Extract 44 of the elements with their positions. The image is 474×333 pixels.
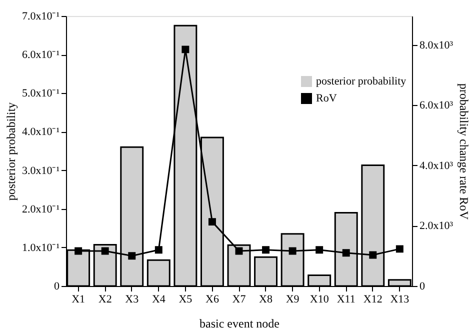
x-tick-label: X4 bbox=[152, 294, 166, 306]
y2-axis-title: probability change rate RoV bbox=[457, 83, 472, 220]
point bbox=[74, 247, 82, 255]
y2-tick-label: 0 bbox=[420, 280, 426, 292]
point bbox=[235, 247, 243, 255]
y-tick-label: 1.0x10⁻¹ bbox=[22, 242, 60, 254]
y-tick-label: 5.0x10⁻¹ bbox=[22, 88, 60, 100]
x-tick-label: X9 bbox=[286, 294, 300, 306]
y-tick-label: 6.0x10⁻¹ bbox=[22, 49, 60, 62]
x-tick-label: X11 bbox=[336, 294, 356, 306]
point bbox=[182, 46, 190, 54]
x-tick-label: X6 bbox=[205, 294, 220, 306]
x-axis-title: basic event node bbox=[200, 316, 280, 330]
x-tick-label: X13 bbox=[390, 294, 410, 306]
x-tick-label: X3 bbox=[125, 294, 140, 306]
x-tick-label: X5 bbox=[178, 294, 193, 306]
x-tick-label: X10 bbox=[310, 294, 330, 306]
x-tick-label: X8 bbox=[259, 294, 273, 306]
y-axis-title: posterior probability bbox=[4, 102, 18, 201]
point bbox=[208, 218, 216, 226]
legend-label: RoV bbox=[316, 92, 337, 104]
point bbox=[369, 251, 377, 259]
point bbox=[128, 252, 136, 260]
point bbox=[262, 246, 270, 254]
y2-tick-label: 6.0x10³ bbox=[420, 100, 454, 112]
point bbox=[396, 245, 404, 253]
x-tick-label: X12 bbox=[363, 294, 382, 306]
point bbox=[154, 246, 162, 254]
point bbox=[101, 247, 109, 255]
y-tick-label: 7.0x10⁻¹ bbox=[22, 10, 60, 22]
y-tick-label: 0 bbox=[54, 280, 60, 292]
y-tick-label: 2.0x10⁻¹ bbox=[22, 203, 60, 216]
x-tick-label: X2 bbox=[98, 294, 112, 306]
point bbox=[316, 246, 324, 254]
x-tick-label: X7 bbox=[232, 294, 246, 306]
point bbox=[342, 249, 350, 257]
y-tick-label: 4.0x10⁻¹ bbox=[22, 126, 60, 138]
y-tick-label: 3.0x10⁻¹ bbox=[22, 164, 60, 177]
y2-tick-label: 8.0x10³ bbox=[420, 39, 454, 52]
x-tick-label: X1 bbox=[72, 294, 86, 306]
y2-tick-label: 2.0x10³ bbox=[420, 220, 454, 232]
point bbox=[288, 247, 296, 255]
legend-label: posterior probability bbox=[316, 76, 407, 88]
y2-tick-label: 4.0x10³ bbox=[420, 160, 454, 172]
